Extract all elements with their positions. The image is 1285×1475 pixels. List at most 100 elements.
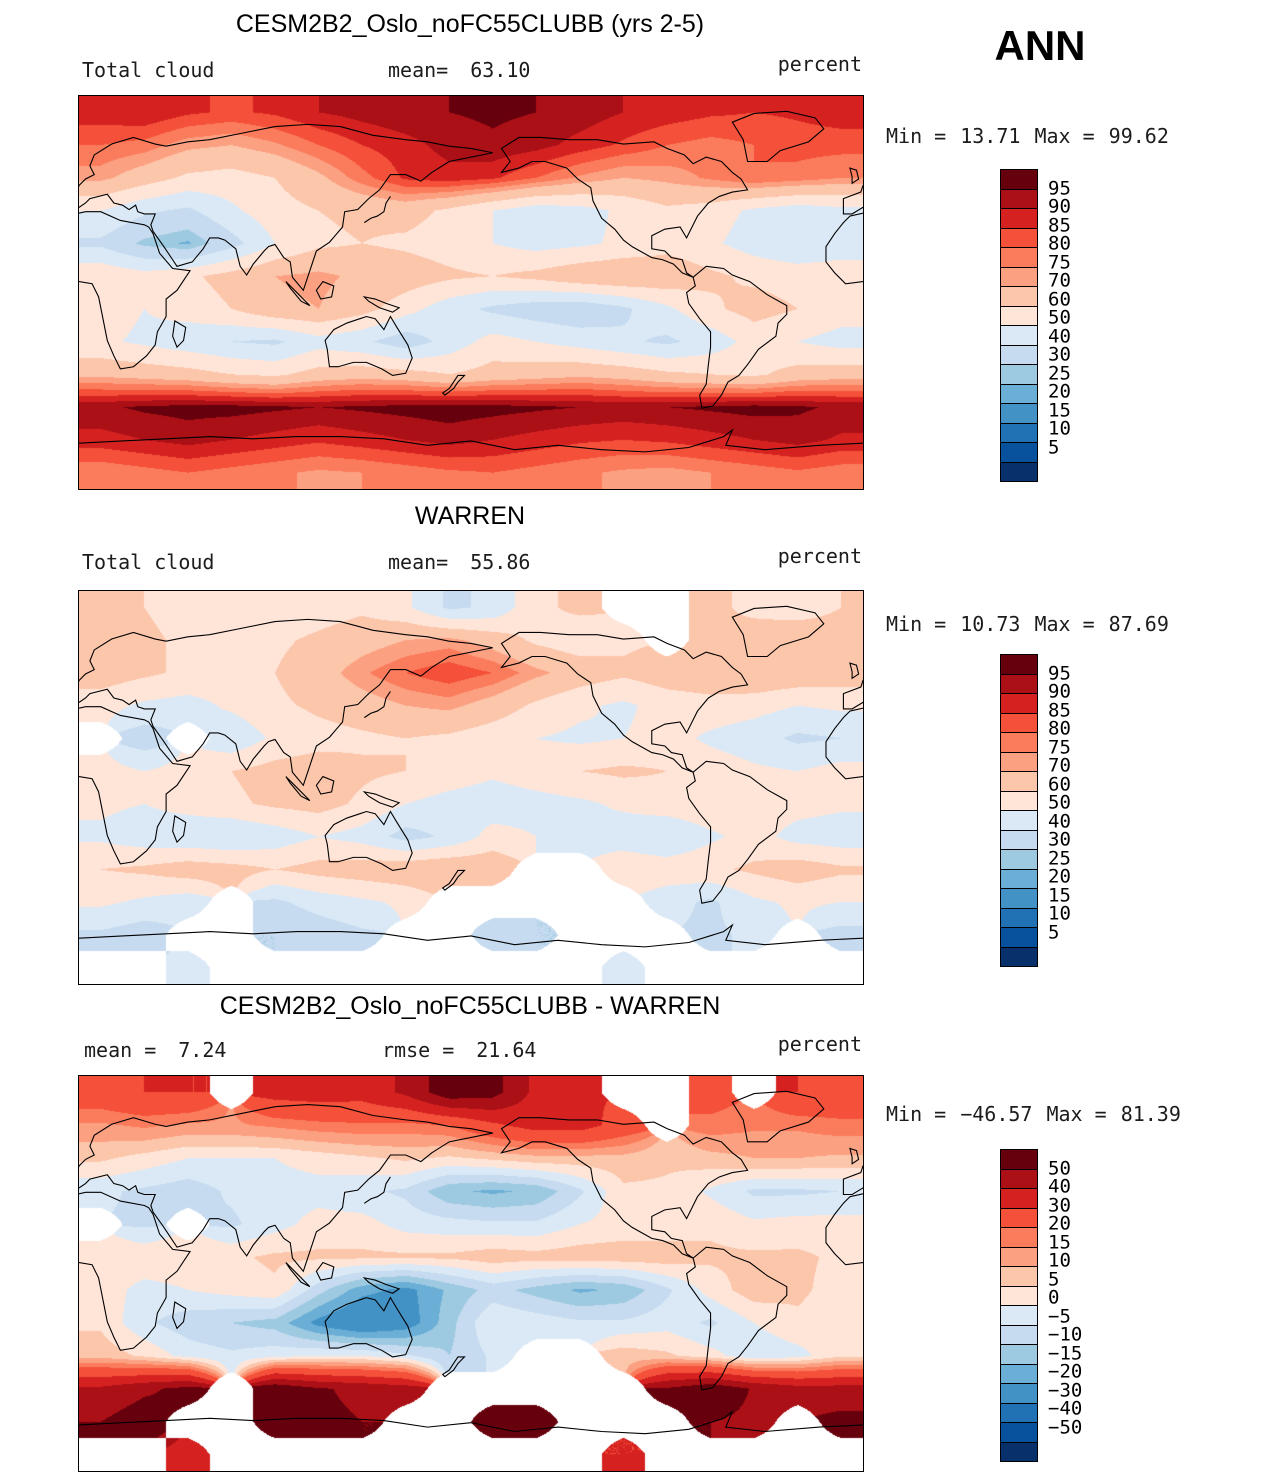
colorbar-cell <box>1000 1422 1038 1443</box>
colorbar-tick-label: 5 <box>1048 436 1060 459</box>
colorbar-cell <box>1000 927 1038 948</box>
colorbar-tick-label: −40 <box>1048 1397 1083 1420</box>
colorbar-cell <box>1000 364 1038 385</box>
mean-stat: mean= 55.86 <box>388 550 530 574</box>
colorbar-tick-label: 5 <box>1048 1268 1060 1291</box>
colorbar-cell <box>1000 712 1038 733</box>
colorbar-cell <box>1000 1324 1038 1345</box>
colorbar-tick-label: 15 <box>1048 884 1071 907</box>
colorbar-tick-label: 25 <box>1048 847 1071 870</box>
colorbar-cell <box>1000 1402 1038 1423</box>
min-value: 13.71 <box>960 124 1021 148</box>
colorbar-cell <box>1000 344 1038 365</box>
mean-label: mean= <box>388 58 449 82</box>
colorbar-cell <box>1000 422 1038 443</box>
colorbar-tick-label: 20 <box>1048 865 1071 888</box>
colorbar-cell <box>1000 1207 1038 1228</box>
colorbar-cell <box>1000 888 1038 909</box>
colorbar-cells <box>1000 1149 1038 1462</box>
colorbar-tick-label: −50 <box>1048 1416 1083 1439</box>
coastline-overlay <box>79 110 863 454</box>
colorbar-tick-label: 80 <box>1048 232 1071 255</box>
field-label: Total cloud <box>82 58 215 82</box>
rmse-label: rmse = <box>382 1038 455 1062</box>
colorbar-tick-label: −30 <box>1048 1379 1083 1402</box>
minmax-diff: Min = −46.57 Max = 81.39 <box>886 1102 1216 1126</box>
colorbar-cell <box>1000 266 1038 287</box>
colorbar-tick-label: 10 <box>1048 417 1071 440</box>
min-label: Min = <box>886 124 947 148</box>
colorbar-tick-label: 90 <box>1048 680 1071 703</box>
colorbar-tick-label: 20 <box>1048 380 1071 403</box>
rmse-stat: rmse = 21.64 <box>382 1038 536 1062</box>
min-value: −46.57 <box>960 1102 1033 1126</box>
colorbar-tick-label: 30 <box>1048 343 1071 366</box>
colorbar-tick-label: 70 <box>1048 754 1071 777</box>
colorbar-cell <box>1000 790 1038 811</box>
map-model <box>78 95 864 490</box>
colorbar-cell <box>1000 1305 1038 1326</box>
colorbar-cell <box>1000 1149 1038 1170</box>
colorbar-cell <box>1000 227 1038 248</box>
colorbar-tick-label: 0 <box>1048 1286 1060 1309</box>
colorbar-cell <box>1000 1246 1038 1267</box>
colorbar-cell <box>1000 305 1038 326</box>
max-value: 81.39 <box>1120 1102 1181 1126</box>
max-value: 99.62 <box>1108 124 1169 148</box>
colorbar-cell <box>1000 1344 1038 1365</box>
colorbar-tick-label: 15 <box>1048 1231 1071 1254</box>
colorbar-tick-label: 5 <box>1048 921 1060 944</box>
colorbar-cell <box>1000 188 1038 209</box>
map-model-canvas <box>79 96 863 489</box>
colorbar-tick-label: 95 <box>1048 177 1071 200</box>
min-label: Min = <box>886 612 947 636</box>
colorbar-cell <box>1000 907 1038 928</box>
colorbar-cell <box>1000 383 1038 404</box>
colorbar-cell <box>1000 868 1038 889</box>
season-label: ANN <box>994 22 1086 69</box>
colorbar-tick-label: 60 <box>1048 773 1071 796</box>
colorbar-tick-label: 95 <box>1048 662 1071 685</box>
colorbar-cell <box>1000 771 1038 792</box>
mean-label: mean= <box>388 550 449 574</box>
colorbar-cell <box>1000 325 1038 346</box>
colorbar-tick-label: 30 <box>1048 1194 1071 1217</box>
colorbar-cell <box>1000 829 1038 850</box>
colorbar-cell <box>1000 1285 1038 1306</box>
colorbar-cell <box>1000 247 1038 268</box>
map-diff-canvas <box>79 1076 863 1471</box>
colorbar-diff: 50 40 30 20 15 10 5 0 −5 −10 −15 −20 −30 −40 −50 <box>1000 1149 1130 1462</box>
colorbar-tick-label: 75 <box>1048 251 1071 274</box>
colorbar-tick-label: −20 <box>1048 1360 1083 1383</box>
colorbar-cell <box>1000 849 1038 870</box>
colorbar-tick-label: 75 <box>1048 736 1071 759</box>
colorbar-cell <box>1000 1441 1038 1462</box>
minmax-model: Min = 13.71 Max = 99.62 <box>886 124 1216 148</box>
colorbar-tick-label: 40 <box>1048 1175 1071 1198</box>
field-label: Total cloud <box>82 550 215 574</box>
colorbar-cell <box>1000 810 1038 831</box>
max-label: Max = <box>1046 1102 1107 1126</box>
colorbar-cell <box>1000 208 1038 229</box>
colorbar-tick-label: 85 <box>1048 699 1071 722</box>
colorbar-tick-label: 90 <box>1048 195 1071 218</box>
colorbar-tick-label: 40 <box>1048 810 1071 833</box>
colorbar-cell <box>1000 1383 1038 1404</box>
panel-diff-title: CESM2B2_Oslo_noFC55CLUBB - WARREN <box>219 992 721 1020</box>
colorbar-tick-label: 60 <box>1048 288 1071 311</box>
colorbar-cell <box>1000 403 1038 424</box>
min-value: 10.73 <box>960 612 1021 636</box>
colorbar-tick-label: 50 <box>1048 791 1071 814</box>
colorbar-tick-label: 40 <box>1048 325 1071 348</box>
units-label: percent <box>777 544 862 568</box>
mean-value: 55.86 <box>470 550 531 574</box>
colorbar-cell <box>1000 946 1038 967</box>
units-label: percent <box>777 1032 862 1056</box>
mean-stat: mean= 63.10 <box>388 58 530 82</box>
colorbar-tick-label: −10 <box>1048 1323 1083 1346</box>
colorbar-cell <box>1000 1363 1038 1384</box>
colorbar-cells <box>1000 654 1038 967</box>
colorbar-tick-label: −15 <box>1048 1342 1083 1365</box>
coastline-overlay <box>79 605 863 949</box>
colorbar-tick-label: 20 <box>1048 1212 1071 1235</box>
